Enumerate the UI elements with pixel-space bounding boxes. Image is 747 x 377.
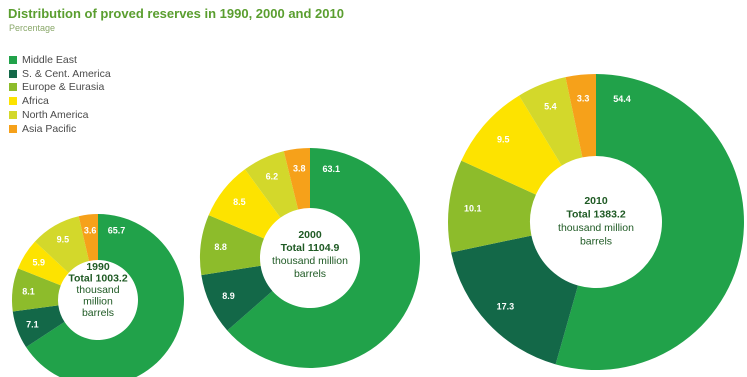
slice-label: 9.5 (497, 135, 510, 145)
legend-swatch (9, 83, 17, 92)
slice-label: 5.9 (32, 258, 45, 268)
slice-label: 3.6 (84, 225, 97, 235)
slice-label: 3.8 (293, 164, 306, 174)
legend-label: Europe & Eurasia (22, 81, 105, 94)
legend-label: Asia Pacific (22, 122, 77, 135)
donut-2000: 63.1 8.9 8.8 8.5 6.2 3.8 2000 Total 1104.9 thous… (199, 148, 420, 369)
donut-1990: 65.7 7.1 8.1 5.9 9.5 3.6 1990 Total 1003.2 thous… (12, 214, 184, 377)
slice-1990-6 (78, 214, 98, 262)
legend-item-north-america: North America (9, 108, 111, 122)
slice-2010-5 (519, 77, 583, 166)
slice-2010-1 (555, 74, 744, 370)
slice-label: 65.7 (108, 226, 126, 236)
donut-2010: 54.4 17.3 10.1 9.5 5.4 3.3 2010 Total 1383.2 tho… (448, 74, 744, 370)
legend-item-africa: Africa (9, 94, 111, 108)
slice-2000-5 (244, 151, 299, 218)
slice-2010-4 (461, 95, 562, 195)
legend-item-asia-pacific: Asia Pacific (9, 122, 111, 136)
slice-2000-6 (283, 148, 310, 210)
center-label: 1990 Total 1003.2 thousand million barrels (68, 261, 127, 319)
slice-label: 8.9 (222, 291, 235, 301)
legend-label: Africa (22, 95, 49, 108)
legend-item-europe-eurasia: Europe & Eurasia (9, 81, 111, 95)
slice-2000-2 (201, 265, 273, 331)
slice-1990-2 (12, 305, 65, 348)
legend-swatch (9, 124, 17, 133)
slice-1990-4 (18, 241, 69, 286)
slice-label: 63.1 (323, 164, 341, 174)
slice-1990-5 (34, 216, 90, 273)
slice-label: 5.4 (544, 102, 557, 112)
slice-label: 17.3 (497, 302, 515, 312)
chart-subtitle: Percentage (9, 23, 56, 33)
slice-2000-3 (199, 215, 264, 276)
legend-label: Middle East (22, 53, 77, 66)
slice-label: 9.5 (57, 234, 70, 244)
legend-label: S. & Cent. America (22, 67, 111, 80)
slice-label: 10.1 (464, 203, 482, 213)
slice-label: 8.1 (22, 287, 35, 297)
legend-item-s-cent-america: S. & Cent. America (9, 67, 111, 81)
slice-2010-3 (448, 160, 536, 253)
legend-swatch (9, 97, 17, 106)
slice-label: 8.8 (214, 242, 227, 252)
legend-swatch (9, 55, 17, 64)
legend: Middle East S. & Cent. America Europe & … (9, 53, 111, 136)
slice-1990-1 (26, 214, 184, 377)
slice-2010-2 (451, 235, 578, 365)
center-label: 2010 Total 1383.2 thousand million barrels (558, 195, 634, 248)
slice-1990-3 (12, 268, 61, 312)
legend-label: North America (22, 109, 89, 122)
slice-label: 8.5 (233, 197, 246, 207)
slice-label: 7.1 (26, 319, 39, 329)
slice-2000-1 (227, 148, 420, 369)
slice-label: 3.3 (577, 94, 590, 104)
legend-swatch (9, 69, 17, 78)
legend-item-middle-east: Middle East (9, 53, 111, 67)
slice-2010-6 (565, 74, 596, 158)
slice-label: 54.4 (613, 94, 631, 104)
legend-swatch (9, 111, 17, 120)
center-label: 2000 Total 1104.9 thousand million barrels (272, 229, 348, 280)
slice-label: 6.2 (266, 171, 279, 181)
slice-2000-4 (208, 169, 281, 239)
chart-title: Distribution of proved reserves in 1990,… (8, 6, 344, 21)
